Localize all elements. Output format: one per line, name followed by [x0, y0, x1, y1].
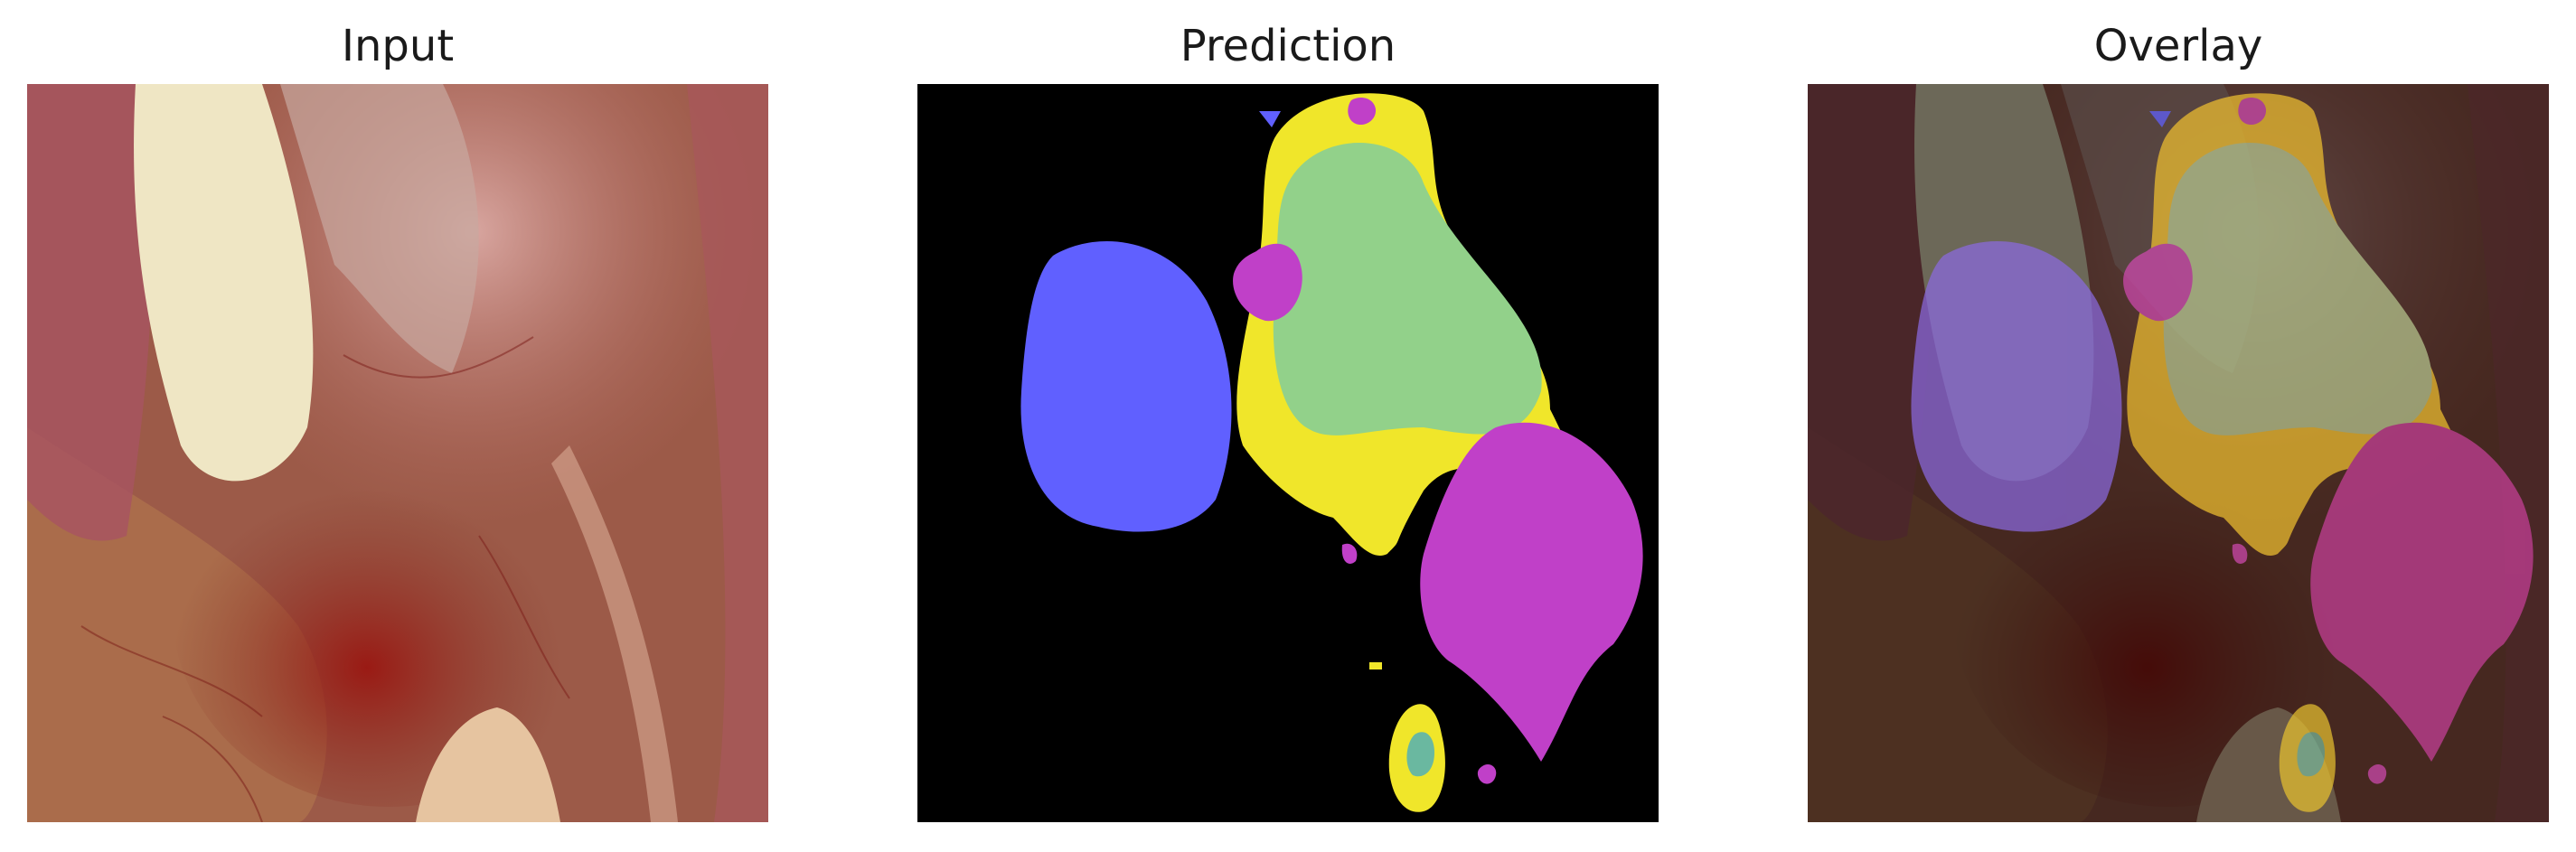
input-title: Input	[341, 21, 455, 71]
magenta-region-large	[1420, 422, 1643, 762]
overlay-image	[1808, 84, 2549, 822]
blue-region	[1020, 241, 1232, 532]
green-region	[1273, 143, 1542, 435]
teal-spot	[1406, 732, 1434, 777]
input-image	[27, 84, 768, 822]
magenta-fleck	[1341, 543, 1358, 564]
magenta-dot	[1477, 764, 1497, 784]
magenta-region-small	[1233, 243, 1302, 322]
prediction-title: Prediction	[1180, 21, 1396, 71]
overlay-title: Overlay	[2093, 21, 2263, 71]
blue-top	[1259, 111, 1281, 127]
prediction-mask	[917, 84, 1659, 822]
magenta-top	[1348, 98, 1377, 126]
yellow-fleck	[1369, 662, 1382, 669]
